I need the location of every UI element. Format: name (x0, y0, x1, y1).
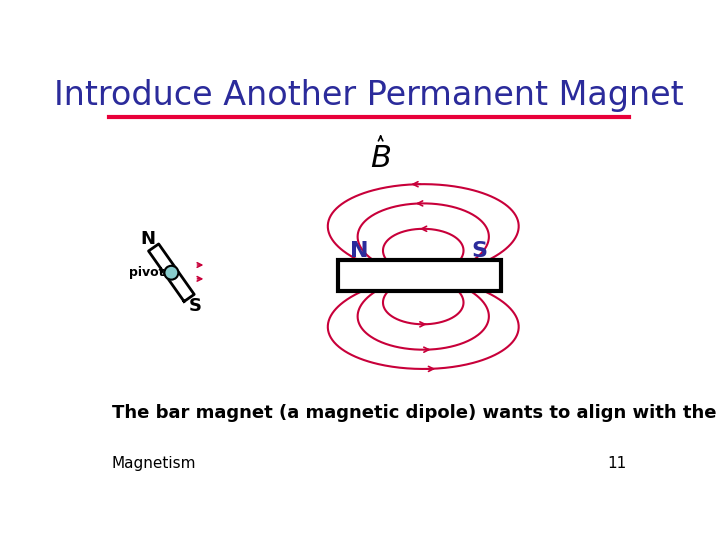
Text: S: S (189, 297, 202, 315)
Circle shape (164, 266, 179, 280)
Text: 11: 11 (607, 456, 626, 471)
Text: pivot: pivot (129, 266, 164, 279)
Polygon shape (148, 244, 194, 301)
Text: $\mathbf{\mathit{B}}$: $\mathbf{\mathit{B}}$ (370, 143, 391, 174)
Text: N: N (351, 241, 369, 261)
Text: S: S (471, 241, 487, 261)
Text: Introduce Another Permanent Magnet: Introduce Another Permanent Magnet (54, 79, 684, 112)
Text: N: N (140, 230, 156, 248)
Text: The bar magnet (a magnetic dipole) wants to align with the B-field.: The bar magnet (a magnetic dipole) wants… (112, 404, 720, 422)
Text: Magnetism: Magnetism (112, 456, 196, 471)
Bar (338, 260, 500, 291)
